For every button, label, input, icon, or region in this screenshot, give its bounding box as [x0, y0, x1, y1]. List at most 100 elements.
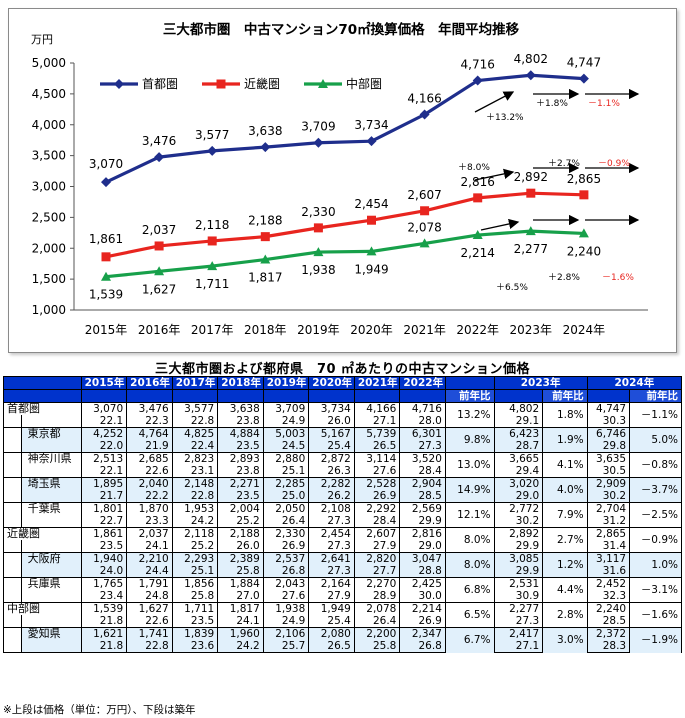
indent-cell: [3, 552, 22, 565]
year-header: 2015年: [80, 376, 128, 390]
price-cell: 2,569: [399, 502, 446, 515]
indent-cell: [3, 565, 22, 578]
age-cell: 28.8: [399, 565, 446, 578]
indent-cell: [3, 540, 22, 553]
age-cell: 24.2: [171, 515, 219, 528]
indent-cell: [3, 465, 22, 478]
data-label: 3,734: [354, 118, 388, 132]
price-cell: 2,214: [399, 602, 446, 615]
header-blank: [126, 389, 173, 403]
x-tick-label: 2017年: [191, 323, 234, 337]
age-cell: 31.2: [586, 515, 631, 528]
age-cell: 25.4: [308, 440, 355, 453]
age-cell: 24.4: [126, 565, 173, 578]
indent-cell: [3, 577, 22, 590]
age-cell: 24.8: [126, 590, 173, 603]
x-tick-label: 2015年: [85, 323, 128, 337]
age-cell: 23.5: [80, 540, 128, 553]
table-row: 愛知県 1,621 1,741 1,839 1,960 2,106 2,080 2,200 2,…: [3, 627, 682, 653]
region-name: 首都圏: [3, 402, 82, 415]
age-cell: 30.3: [586, 415, 631, 428]
yoy-cell: －1.9%: [629, 627, 682, 653]
price-cell: 2,641: [308, 552, 355, 565]
header-blank: [493, 389, 544, 403]
data-point: [154, 266, 165, 276]
data-label: 4,166: [407, 91, 441, 105]
indent-cell: [3, 590, 22, 603]
price-cell: 2,240: [586, 602, 631, 615]
price-cell: 1,884: [217, 577, 264, 590]
data-label: 2,037: [142, 223, 176, 237]
legend-marker: [216, 79, 226, 89]
age-cell: 24.0: [80, 565, 128, 578]
data-label: 2,277: [514, 242, 548, 256]
growth-annotation: ＋2.8%: [548, 272, 580, 283]
age-cell: 23.5: [217, 440, 264, 453]
price-cell: 3,577: [171, 402, 219, 415]
year-header: 2016年: [126, 376, 173, 390]
indent-cell: [3, 640, 22, 653]
x-tick-label: 2019年: [297, 323, 340, 337]
header-blank: [262, 389, 310, 403]
age-cell: 27.3: [493, 615, 544, 628]
price-cell: 4,166: [353, 402, 401, 415]
age-cell: 26.4: [353, 615, 401, 628]
data-label: 2,892: [514, 170, 548, 184]
price-table: 2015年 2016年 2017年 2018年 2019年 2020年 2021年 2022年…: [3, 376, 683, 653]
price-cell: 1,839: [171, 627, 219, 640]
data-point: [260, 254, 271, 264]
price-cell: 2,040: [126, 477, 173, 490]
age-cell: 31.4: [586, 540, 631, 553]
age-cell: 25.1: [262, 465, 310, 478]
data-point: [420, 206, 430, 216]
age-cell: 29.8: [586, 440, 631, 453]
data-label: 1,938: [301, 263, 335, 277]
legend-marker: [114, 79, 124, 89]
age-cell: 22.8: [126, 640, 173, 653]
table-cell: [20, 465, 82, 478]
table-cell: [20, 515, 82, 528]
growth-annotation: ＋2.7%: [548, 158, 580, 169]
data-point: [101, 177, 111, 188]
age-cell: 23.4: [80, 590, 128, 603]
price-cell: 2,293: [171, 552, 219, 565]
data-point: [313, 223, 323, 233]
header-row: 前年比 前年比 前年比: [3, 389, 682, 403]
growth-annotation: －1.6%: [602, 273, 634, 283]
price-cell: 2,528: [353, 477, 401, 490]
price-cell: 2,164: [308, 577, 355, 590]
age-cell: 27.1: [493, 640, 544, 653]
age-cell: 27.9: [353, 540, 401, 553]
age-cell: 24.2: [217, 640, 264, 653]
prefecture-name: 埼玉県: [20, 477, 82, 490]
indent-cell: [3, 515, 22, 528]
age-cell: 26.8: [399, 640, 446, 653]
indent-cell: [3, 477, 22, 490]
table-row: 近畿圏 1,861 2,037 2,118 2,188 2,330 2,454 2,607 2,…: [3, 527, 682, 553]
data-point: [526, 188, 536, 198]
data-label: 4,802: [514, 52, 548, 66]
age-cell: 27.6: [262, 590, 310, 603]
price-cell: 2,004: [217, 502, 264, 515]
price-cell: 1,817: [217, 602, 264, 615]
prefecture-name: 愛知県: [20, 627, 82, 640]
indent-cell: [3, 502, 22, 515]
age-cell: 25.8: [217, 565, 264, 578]
yoy-cell: －0.9%: [629, 527, 682, 553]
year-header: 2020年: [308, 376, 355, 390]
age-cell: 22.1: [80, 415, 128, 428]
year-header: 2021年: [353, 376, 401, 390]
price-cell: 2,816: [399, 527, 446, 540]
prefecture-name: 大阪府: [20, 552, 82, 565]
price-cell: 2,607: [353, 527, 401, 540]
age-cell: 24.1: [126, 540, 173, 553]
price-cell: 1,953: [171, 502, 219, 515]
data-label: 2,865: [567, 172, 601, 186]
data-label: 2,240: [567, 244, 601, 258]
y-tick-label: 3,500: [32, 149, 66, 163]
data-point: [419, 238, 430, 248]
data-point: [525, 226, 536, 236]
chart-frame: [8, 8, 677, 353]
age-cell: 22.1: [80, 465, 128, 478]
data-point: [154, 152, 165, 163]
